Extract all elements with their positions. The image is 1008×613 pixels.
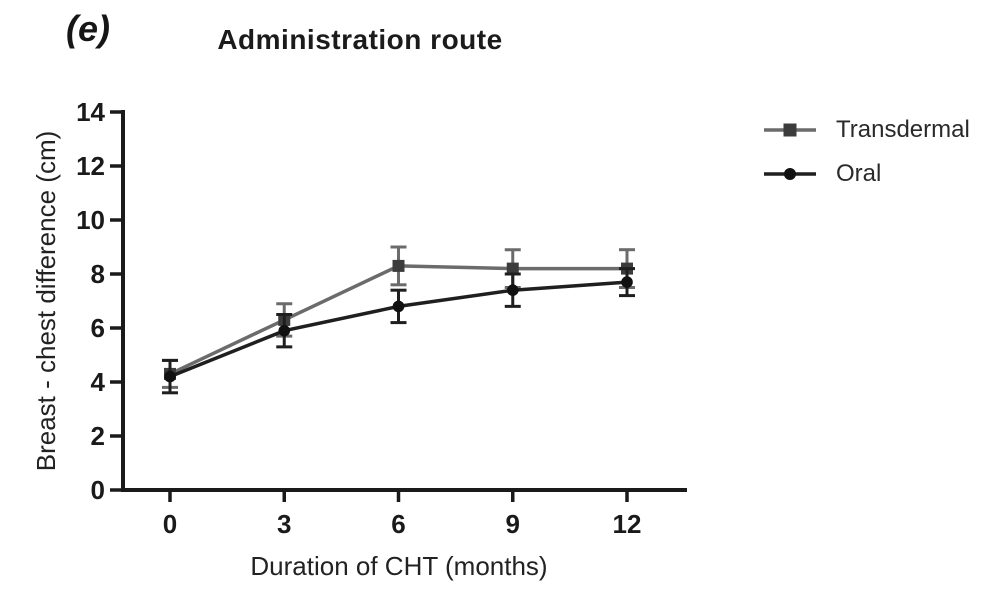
y-tick-label: 10 bbox=[76, 205, 105, 235]
legend-label-transdermal: Transdermal bbox=[836, 116, 970, 143]
legend-item-oral: Oral bbox=[764, 160, 970, 188]
transdermal-marker bbox=[506, 262, 519, 275]
chart-title: Administration route bbox=[217, 24, 503, 55]
x-tick-label: 0 bbox=[163, 509, 177, 539]
legend-item-transdermal: Transdermal bbox=[764, 116, 970, 144]
oral-legend-marker-icon bbox=[764, 168, 816, 180]
x-tick-label: 3 bbox=[277, 509, 291, 539]
oral-marker bbox=[621, 276, 633, 288]
transdermal-legend-marker-icon bbox=[764, 123, 816, 137]
oral-marker bbox=[506, 284, 519, 297]
y-tick-label: 0 bbox=[91, 475, 105, 505]
transdermal-marker bbox=[392, 259, 405, 272]
oral-marker bbox=[392, 300, 405, 313]
oral-marker bbox=[278, 324, 291, 337]
x-tick-label: 6 bbox=[391, 509, 405, 539]
x-axis-title: Duration of CHT (months) bbox=[250, 551, 548, 581]
y-tick-label: 12 bbox=[76, 151, 105, 181]
legend: Transdermal Oral bbox=[764, 116, 970, 188]
x-tick-label: 9 bbox=[506, 509, 520, 539]
panel-label: (e) bbox=[66, 8, 110, 49]
y-tick-label: 4 bbox=[91, 367, 106, 397]
y-tick-label: 6 bbox=[91, 313, 105, 343]
x-tick-label: 12 bbox=[613, 509, 642, 539]
legend-label-oral: Oral bbox=[836, 160, 882, 187]
y-tick-label: 2 bbox=[91, 421, 105, 451]
y-tick-label: 8 bbox=[91, 259, 105, 289]
y-tick-label: 14 bbox=[76, 97, 105, 127]
oral-marker bbox=[164, 370, 176, 383]
